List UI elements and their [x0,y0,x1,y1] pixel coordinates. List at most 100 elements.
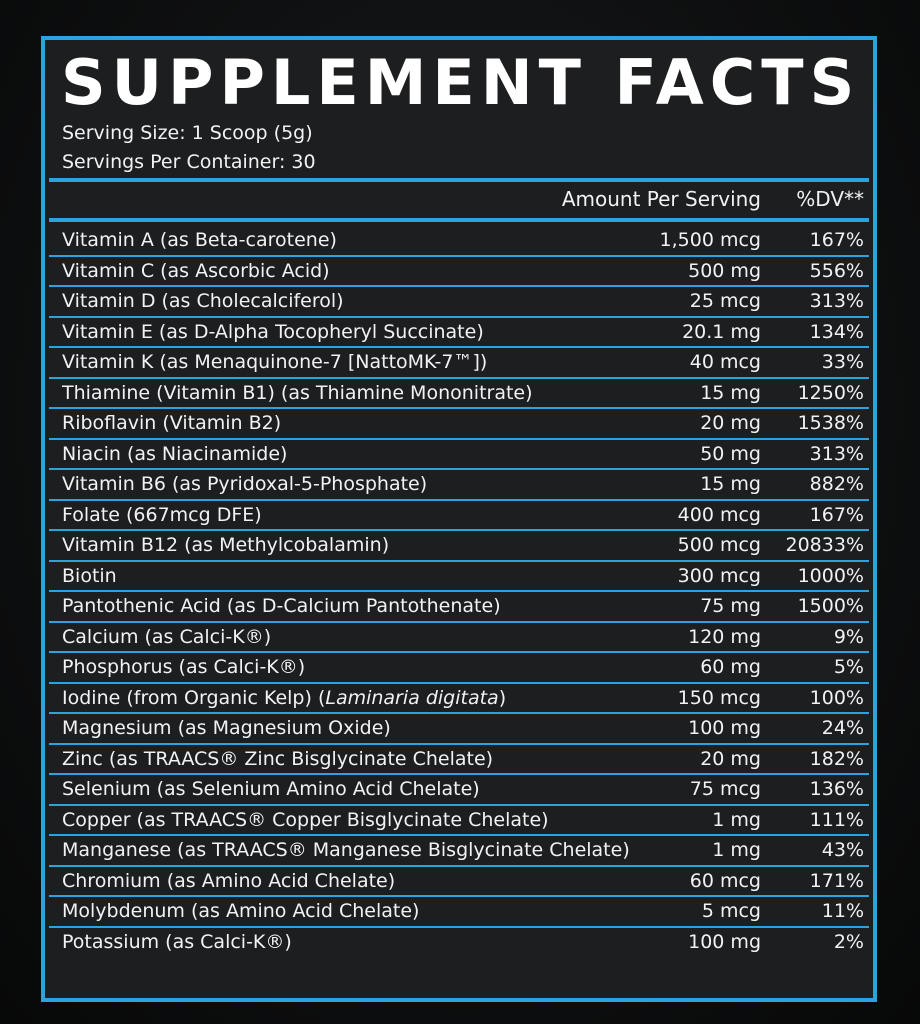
nutrient-name: Vitamin B12 (as Methylcobalamin) [62,534,390,556]
table-row: Niacin (as Niacinamide) 50 mg 313% [49,440,869,470]
nutrient-name: Potassium (as Calci-K®) [62,930,292,953]
table-row: Zinc (as TRAACS® Zinc Bisglycinate Chela… [49,745,869,775]
nutrient-dv: 313% [809,290,864,312]
nutrient-name: Copper (as TRAACS® Copper Bisglycinate C… [62,808,549,831]
nutrient-amount: 100 mg [688,930,761,953]
table-row: Vitamin B6 (as Pyridoxal-5-Phosphate) 15 … [49,470,869,501]
nutrient-amount: 20.1 mg [682,320,761,343]
nutrient-dv: 33% [821,351,864,373]
table-row: Copper (as TRAACS® Copper Bisglycinate C… [49,806,869,836]
nutrient-amount: 300 mcg [677,564,761,587]
nutrient-name: Biotin [62,564,117,587]
nutrient-amount: 400 mcg [677,503,761,526]
table-row: Iodine (from Organic Kelp) (Laminaria di… [49,684,869,714]
table-row: Riboflavin (Vitamin B2) 20 mg 1538% [49,409,869,440]
nutrient-name: Thiamine (Vitamin B1) (as Thiamine Monon… [62,381,533,404]
nutrient-name: Vitamin K (as Menaquinone-7 [NattoMK-7™]… [62,351,488,373]
supplement-facts-panel: SUPPLEMENT FACTS Serving Size: 1 Scoop (… [41,36,877,1002]
nutrient-name: Riboflavin (Vitamin B2) [62,412,282,434]
nutrient-dv: 182% [809,747,864,770]
nutrient-amount: 15 mg [700,381,761,404]
nutrient-name: Folate (667mcg DFE) [62,503,262,526]
nutrient-amount: 15 mg [700,473,761,495]
nutrient-dv: 167% [809,503,864,526]
nutrient-dv: 20833% [785,534,865,556]
table-row: Manganese (as TRAACS® Manganese Bisglyci… [49,836,869,867]
nutrient-name: Pantothenic Acid (as D-Calcium Pantothen… [62,595,501,617]
table-row: Chromium (as Amino Acid Chelate) 60 mcg 17… [49,867,869,897]
nutrient-dv: 11% [821,900,864,922]
table-row: Vitamin A (as Beta-carotene) 1,500 mcg 167… [49,226,869,257]
nutrient-name-italic: Laminaria digitata [325,686,499,709]
nutrient-dv: 313% [809,442,864,465]
nutrient-amount: 5 mcg [701,900,761,922]
nutrient-dv: 100% [809,686,864,709]
servings-per-container: Servings Per Container: 30 [62,151,316,173]
nutrient-dv: 171% [809,869,864,892]
nutrient-amount: 60 mcg [689,869,761,892]
table-row: Folate (667mcg DFE) 400 mcg 167% [49,501,869,531]
facts-header: SUPPLEMENT FACTS Serving Size: 1 Scoop (… [49,44,869,182]
nutrient-name: Iodine (from Organic Kelp) (Laminaria di… [62,687,506,709]
nutrient-name-text: Iodine (from Organic Kelp) ( [62,686,326,709]
table-row: Vitamin E (as D-Alpha Tocopheryl Succina… [49,318,869,348]
nutrient-name: Vitamin E (as D-Alpha Tocopheryl Succina… [62,320,484,343]
nutrient-dv: 2% [833,930,864,953]
nutrient-name: Vitamin D (as Cholecalciferol) [62,290,344,312]
nutrient-dv: 1500% [797,595,864,617]
nutrient-name: Magnesium (as Magnesium Oxide) [62,717,391,739]
table-row: Potassium (as Calci-K®) 100 mg 2% [49,928,869,959]
serving-size: Serving Size: 1 Scoop (5g) [62,122,313,144]
amount-column-header: Amount Per Serving [561,187,761,211]
nutrient-dv: 1250% [797,381,864,404]
table-row: Vitamin C (as Ascorbic Acid) 500 mg 556% [49,257,869,287]
nutrient-amount: 50 mg [700,442,761,465]
nutrient-amount: 120 mg [688,625,761,648]
nutrient-name: Niacin (as Niacinamide) [62,442,288,465]
nutrient-dv: 5% [833,656,864,678]
nutrient-dv: 43% [821,839,864,861]
nutrient-dv: 134% [809,320,864,343]
nutrient-amount: 20 mg [700,412,761,434]
nutrient-amount: 40 mcg [689,351,761,373]
nutrient-dv: 9% [833,625,864,648]
nutrient-name: Calcium (as Calci-K®) [62,625,272,648]
nutrient-dv: 882% [809,473,864,495]
nutrient-amount: 60 mg [700,656,761,678]
table-row: Biotin 300 mcg 1000% [49,562,869,592]
nutrient-amount: 500 mg [688,259,761,282]
facts-title: SUPPLEMENT FACTS [61,46,861,119]
nutrient-amount: 100 mg [688,717,761,739]
nutrient-name: Phosphorus (as Calci-K®) [62,656,306,678]
nutrient-dv: 136% [809,778,864,800]
nutrient-name: Chromium (as Amino Acid Chelate) [62,869,396,892]
nutrient-name: Vitamin C (as Ascorbic Acid) [62,259,330,282]
table-row: Molybdenum (as Amino Acid Chelate) 5 mcg 1… [49,897,869,928]
nutrient-amount: 1 mg [712,808,761,831]
nutrient-name-tail: ) [498,686,507,709]
table-row: Vitamin B12 (as Methylcobalamin) 500 mcg 2… [49,531,869,562]
nutrient-name: Selenium (as Selenium Amino Acid Chelate… [62,778,480,800]
nutrient-dv: 111% [809,808,864,831]
nutrient-table: Vitamin A (as Beta-carotene) 1,500 mcg 167… [49,226,869,958]
nutrient-amount: 150 mcg [677,686,761,709]
nutrient-name: Molybdenum (as Amino Acid Chelate) [62,900,420,922]
table-row: Vitamin D (as Cholecalciferol) 25 mcg 313% [49,287,869,318]
nutrient-name: Vitamin B6 (as Pyridoxal-5-Phosphate) [62,473,428,495]
nutrient-dv: 556% [809,259,864,282]
nutrient-dv: 167% [809,229,864,251]
nutrient-amount: 1 mg [712,839,761,861]
table-row: Thiamine (Vitamin B1) (as Thiamine Monon… [49,379,869,409]
nutrient-name: Zinc (as TRAACS® Zinc Bisglycinate Chela… [62,747,494,770]
nutrient-amount: 1,500 mcg [659,229,761,251]
nutrient-amount: 500 mcg [677,534,761,556]
table-row: Vitamin K (as Menaquinone-7 [NattoMK-7™]… [49,348,869,379]
column-header-row: Amount Per Serving %DV** [49,182,869,222]
table-row: Selenium (as Selenium Amino Acid Chelate… [49,775,869,806]
nutrient-amount: 75 mcg [689,778,761,800]
nutrient-dv: 1000% [797,564,864,587]
table-row: Calcium (as Calci-K®) 120 mg 9% [49,623,869,653]
nutrient-amount: 75 mg [700,595,761,617]
nutrient-amount: 25 mcg [689,290,761,312]
table-row: Magnesium (as Magnesium Oxide) 100 mg 24% [49,714,869,745]
